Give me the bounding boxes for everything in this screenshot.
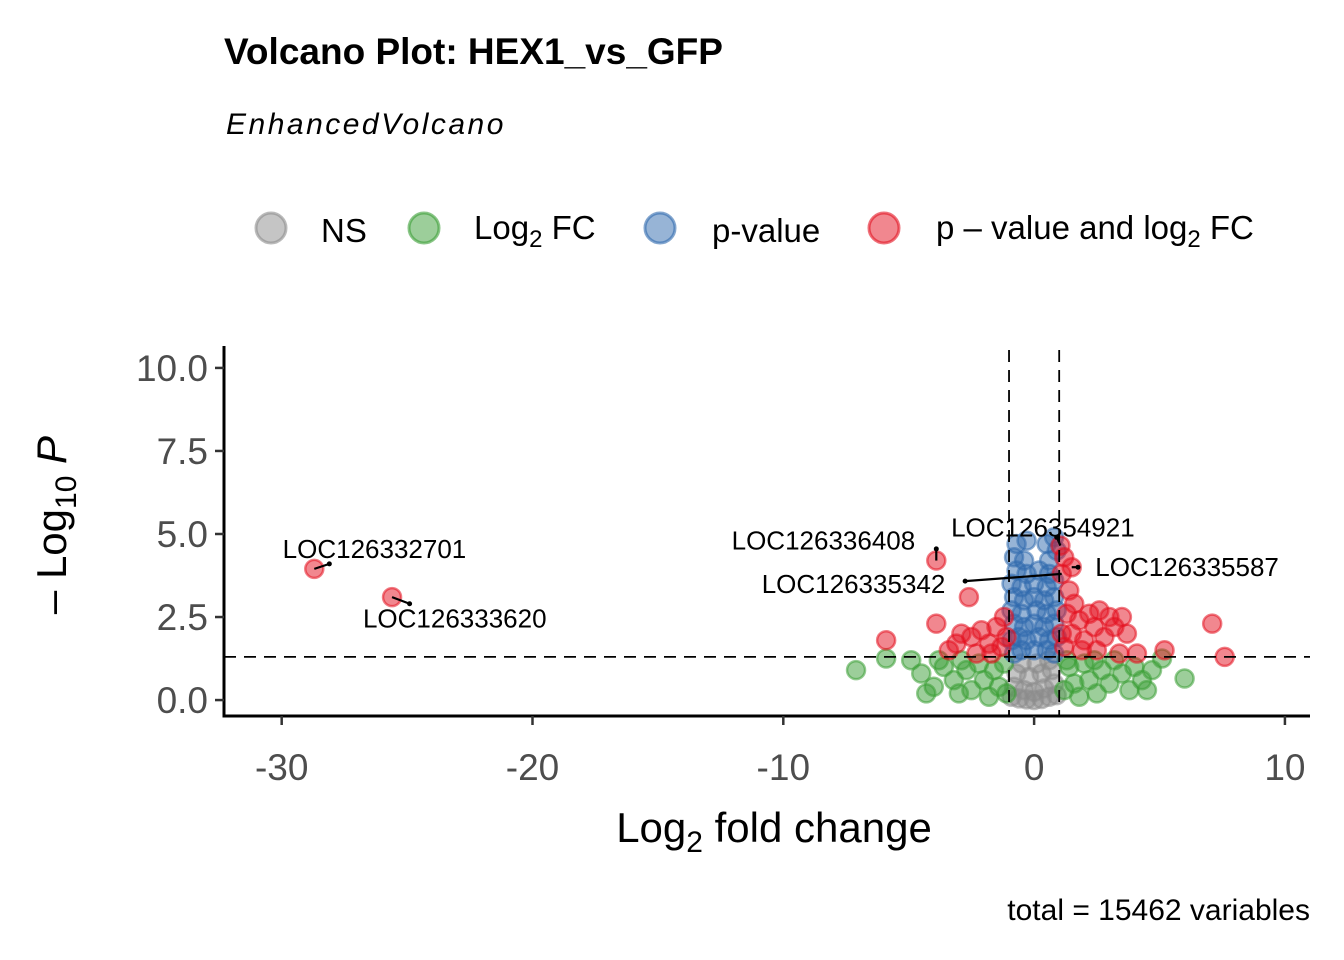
point-both [1126,643,1148,664]
x-tick-label: -20 [506,747,559,788]
legend-marker [643,211,677,245]
x-tick-label: 0 [1024,747,1045,788]
point-both [1053,546,1075,568]
legend-label: Log2 FC [474,209,596,253]
gene-label: LOC126336408 [732,526,939,561]
point-both [993,606,1015,628]
gene-label: LOC126335587 [1071,552,1279,582]
x-tick-label: -10 [757,747,810,788]
legend-item-p: p-value [643,211,820,249]
point-both [1154,639,1175,661]
y-tick-label: 10.0 [136,348,208,389]
point-fc [845,659,867,681]
legend-label: p – value and log2 FC [936,209,1254,253]
legend-label: NS [321,212,367,249]
point-fc [916,683,937,704]
legend-marker [407,211,441,245]
legend-item-both: p – value and log2 FC [867,209,1254,253]
legend: NS Log2 FC p-value p – value and log2 FC [254,209,1254,253]
x-axis-label: Log2 fold change [616,804,932,859]
label-connector-end [962,578,968,584]
point-fc [1136,679,1158,701]
gene-label-text: LOC126335587 [1095,552,1279,582]
point-both [926,613,947,634]
point-both [1109,643,1130,664]
y-tick-label: 0.0 [157,680,208,721]
gene-label-text: LOC126336408 [732,526,916,556]
gene-label-text: LOC126333620 [363,604,547,634]
legend-marker [867,211,901,245]
label-connector [313,562,330,570]
points-layer [304,527,1235,711]
legend-marker [254,211,288,245]
point-p [1013,550,1035,571]
caption: total = 15462 variables [1007,894,1310,927]
y-tick-label: 7.5 [157,431,208,472]
gene-label: LOC126335342 [762,569,1062,599]
point-both [1116,623,1138,644]
point-both [875,630,897,651]
y-tick-label: 5.0 [157,514,208,555]
label-connector-end [933,546,939,552]
axes: 0.0 2.5 5.0 7.5 10.0 -30 -20 -10 0 10 [136,346,1310,788]
gene-label-text: LOC126332701 [283,534,467,564]
label-connector-end [326,561,332,567]
point-fc [910,663,932,684]
point-fc [875,648,897,669]
gene-label: LOC126354921 [951,512,1135,547]
point-both [1051,623,1072,644]
point-fc [900,649,922,671]
point-p [1016,530,1037,551]
point-both [981,643,1002,664]
label-connector [391,596,410,605]
label-connector-end [1054,534,1060,540]
label-connector-end [1075,564,1081,570]
x-tick-label: 10 [1264,747,1305,788]
point-both [996,626,1017,648]
y-axis-label: – Log10 P [28,436,83,614]
gene-label-text: LOC126335342 [762,569,946,599]
point-both [1086,639,1108,661]
legend-item-fc: Log2 FC [407,209,596,253]
annotations-layer: LOC126332701 LOC126333620 LOC126336408 LOC1… [283,512,1279,633]
point-fc [1174,668,1195,689]
y-tick-label: 2.5 [157,597,208,638]
point-both [1201,613,1223,634]
chart-title: Volcano Plot: HEX1_vs_GFP [224,31,723,72]
point-fc [1069,686,1090,707]
gene-label-text: LOC126354921 [951,512,1135,542]
chart-subtitle: EnhancedVolcano [226,108,506,141]
label-connector [965,572,1062,583]
legend-item-ns: NS [254,211,367,249]
label-connector-end [407,601,413,607]
gene-label: LOC126332701 [283,534,467,570]
point-both [946,633,967,654]
legend-label: p-value [712,212,820,249]
gene-label: LOC126333620 [363,596,547,634]
point-both [958,586,980,608]
x-tick-label: -30 [255,747,308,788]
cutoff-lines [224,350,1310,716]
point-fc [996,683,1017,704]
